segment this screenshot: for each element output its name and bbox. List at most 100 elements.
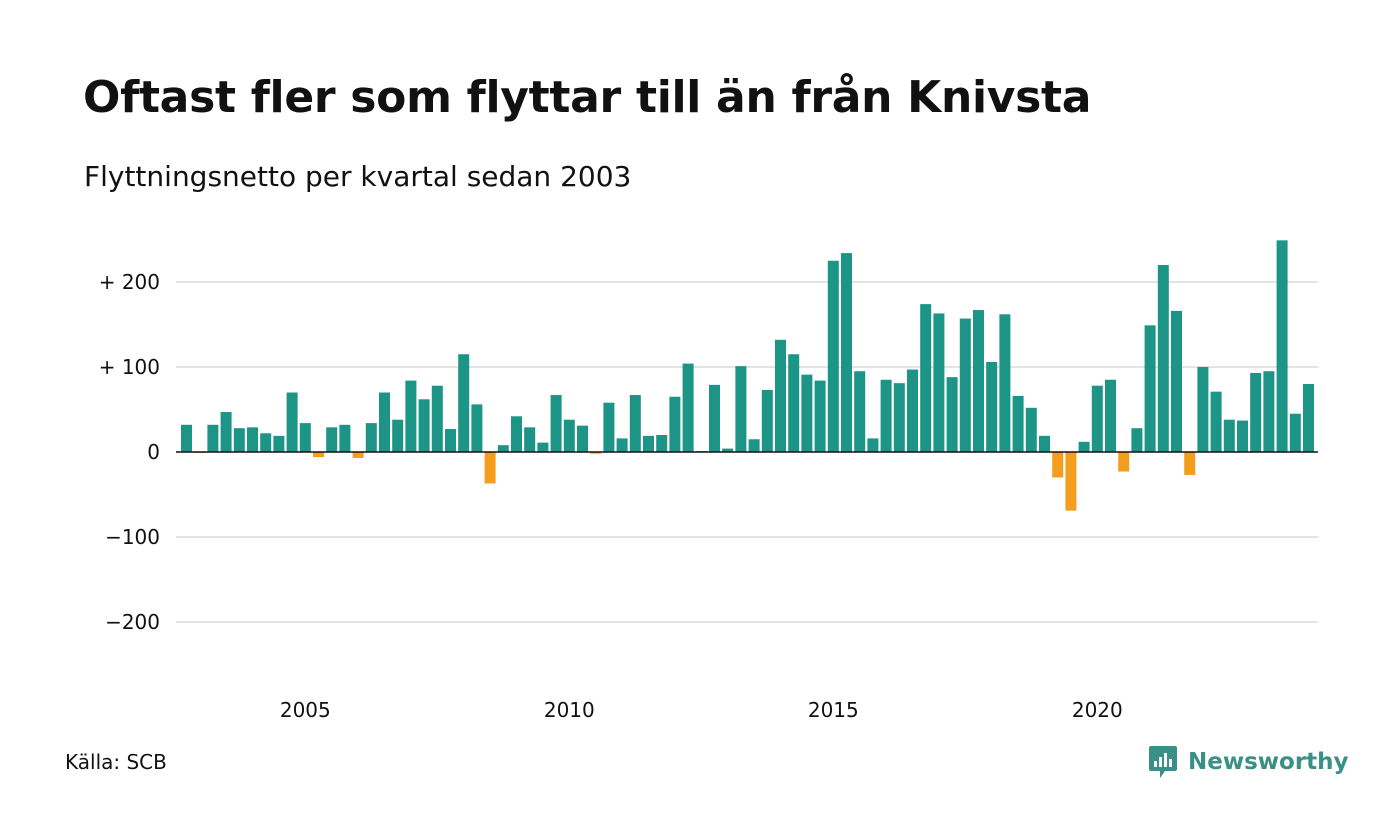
bar — [735, 366, 747, 452]
bar — [775, 339, 786, 452]
bar — [1289, 413, 1301, 452]
bar — [1171, 310, 1182, 452]
bar — [920, 304, 932, 452]
bar — [946, 377, 958, 452]
bar — [827, 260, 839, 452]
bar — [352, 452, 364, 458]
bar — [220, 412, 232, 452]
bar — [907, 369, 918, 452]
bar — [669, 396, 681, 452]
bars — [181, 240, 1314, 511]
y-tick-label: + 200 — [99, 270, 160, 294]
x-tick-label: 2010 — [544, 698, 595, 722]
bar — [959, 318, 971, 452]
bar — [550, 395, 562, 452]
x-tick-label: 2005 — [280, 698, 331, 722]
bar — [603, 402, 615, 452]
bar — [814, 380, 826, 452]
bar — [1184, 452, 1196, 475]
bar — [748, 439, 760, 452]
bar — [1012, 395, 1024, 452]
bar — [761, 389, 773, 452]
bar — [1210, 391, 1222, 452]
bar — [563, 419, 575, 452]
bar — [1052, 452, 1064, 478]
bar — [1157, 265, 1169, 452]
y-tick-label: + 100 — [99, 355, 160, 379]
bar — [841, 253, 852, 452]
bar — [933, 313, 945, 452]
bar — [1078, 441, 1090, 452]
bar — [365, 423, 377, 452]
bar — [1118, 452, 1130, 472]
y-tick-label: −200 — [105, 610, 160, 634]
bar — [629, 395, 641, 452]
bar — [273, 435, 285, 452]
bar — [1131, 428, 1143, 452]
bar — [986, 361, 998, 452]
bar — [722, 448, 734, 452]
x-tick-label: 2015 — [808, 698, 859, 722]
bar — [973, 310, 984, 452]
y-axis-ticks: + 200 + 100 0 −100 −200 — [99, 270, 160, 634]
bar — [181, 424, 192, 452]
bar — [1263, 371, 1275, 452]
bar — [577, 425, 588, 452]
bar-chart: + 200 + 100 0 −100 −200 2005 2010 2015 2020 — [99, 240, 1318, 722]
source-note: Källa: SCB — [65, 750, 167, 774]
bar — [247, 427, 258, 452]
bar — [458, 354, 470, 452]
bar — [233, 428, 245, 452]
bar — [1223, 419, 1235, 452]
bar — [1039, 435, 1050, 452]
bar — [1065, 452, 1077, 511]
newsworthy-logo-icon — [1149, 746, 1177, 778]
bar — [1025, 407, 1037, 452]
bar — [893, 383, 905, 452]
bar — [682, 363, 694, 452]
bar — [379, 392, 390, 452]
bar — [1276, 240, 1288, 452]
bar — [801, 374, 813, 452]
bar — [326, 427, 338, 452]
bar — [1105, 379, 1116, 452]
bar — [299, 423, 311, 452]
bar — [524, 427, 536, 452]
bar — [286, 392, 298, 452]
bar — [656, 435, 668, 452]
bar — [260, 433, 272, 452]
bar — [590, 452, 602, 454]
bar — [207, 424, 219, 452]
bar — [788, 354, 800, 452]
bar — [854, 371, 866, 452]
bar — [484, 452, 496, 484]
chart-title: Oftast fler som flyttar till än från Kni… — [83, 72, 1092, 123]
bar — [1237, 420, 1248, 452]
bar — [709, 384, 720, 452]
x-tick-label: 2020 — [1072, 698, 1123, 722]
bar — [537, 442, 549, 452]
bar — [313, 452, 324, 458]
bar — [1091, 385, 1103, 452]
bar — [497, 445, 509, 452]
bar — [339, 424, 351, 452]
bar — [880, 379, 892, 452]
chart-subtitle: Flyttningsnetto per kvartal sedan 2003 — [84, 160, 632, 193]
bar — [405, 380, 417, 452]
bar — [616, 438, 628, 452]
bar — [1303, 384, 1314, 452]
bar — [1250, 372, 1262, 452]
bar — [999, 314, 1011, 452]
bar — [445, 429, 456, 452]
y-tick-label: −100 — [105, 525, 160, 549]
bar — [471, 404, 483, 452]
bar — [511, 416, 522, 452]
bar — [431, 385, 443, 452]
bar — [867, 438, 879, 452]
x-axis-ticks: 2005 2010 2015 2020 — [280, 698, 1123, 722]
bar — [1144, 325, 1156, 452]
bar — [643, 435, 654, 452]
bar — [392, 419, 404, 452]
brand-name: Newsworthy — [1188, 749, 1349, 775]
bar — [418, 399, 430, 452]
